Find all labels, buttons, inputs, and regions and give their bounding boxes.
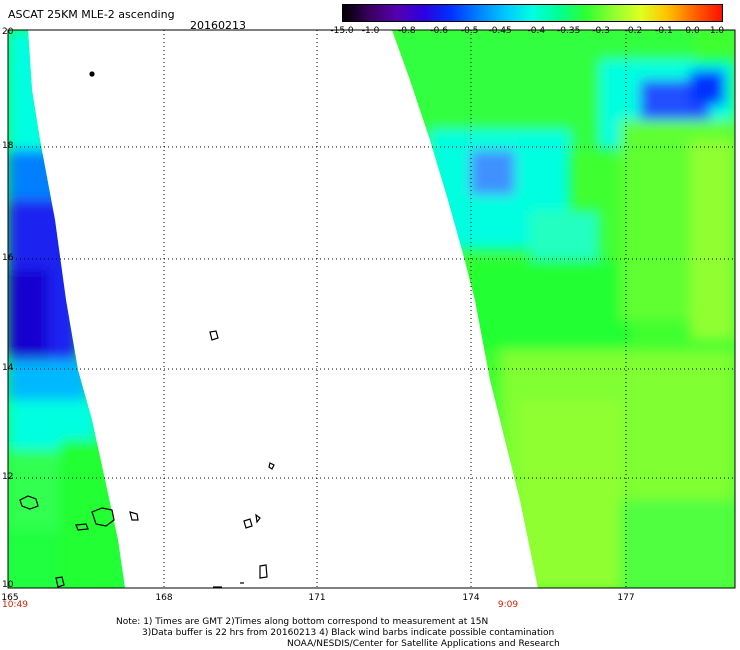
note-line-2: 3)Data buffer is 22 hrs from 20160213 4)… [142, 628, 555, 638]
colorbar-label: -1.0 [361, 26, 380, 36]
left-swath [8, 30, 125, 588]
colorbar [342, 4, 723, 22]
colorbar-label: -0.35 [557, 26, 581, 36]
time-label-right: 9:09 [497, 600, 519, 610]
time-label-left: 10:49 [2, 600, 28, 610]
colorbar-label: -15.0 [330, 26, 354, 36]
colorbar-label: -0.8 [397, 26, 416, 36]
colorbar-label: -0.6 [430, 26, 448, 36]
colorbar-label: -0.3 [592, 26, 610, 36]
map-date: 20160213 [190, 19, 246, 32]
colorbar-label: -0.1 [655, 26, 673, 36]
lat-tick-16: 16 [2, 253, 14, 263]
lon-tick-171: 171 [308, 593, 326, 603]
lon-tick-165: 165 [1, 593, 19, 603]
lat-tick-12: 12 [2, 472, 14, 482]
note-line-1: Note: 1) Times are GMT 2)Times along bot… [116, 617, 489, 627]
colorbar-label: -0.2 [624, 26, 643, 36]
land-outlines [19, 71, 275, 588]
lat-tick-20: 20 [2, 27, 14, 37]
lon-tick-168: 168 [155, 593, 173, 603]
lat-tick-18: 18 [2, 141, 14, 151]
note-line-3: NOAA/NESDIS/Center for Satellite Applica… [287, 639, 560, 649]
colorbar-label: 0.0 [685, 26, 700, 36]
right-swath [392, 30, 735, 588]
lat-tick-10: 10 [2, 580, 14, 590]
colorbar-label: -0.4 [527, 26, 546, 36]
lat-tick-14: 14 [2, 363, 14, 373]
colorbar-label: 1.0 [709, 26, 725, 36]
lon-tick-174: 174 [462, 593, 480, 603]
map-title: ASCAT 25KM MLE-2 ascending [8, 8, 175, 21]
map-frame [7, 29, 736, 589]
lon-tick-177: 177 [617, 593, 635, 603]
colorbar-label: -0.5 [460, 26, 479, 36]
lat-lon-grid [8, 30, 735, 588]
colorbar-label: -0.45 [488, 26, 512, 36]
